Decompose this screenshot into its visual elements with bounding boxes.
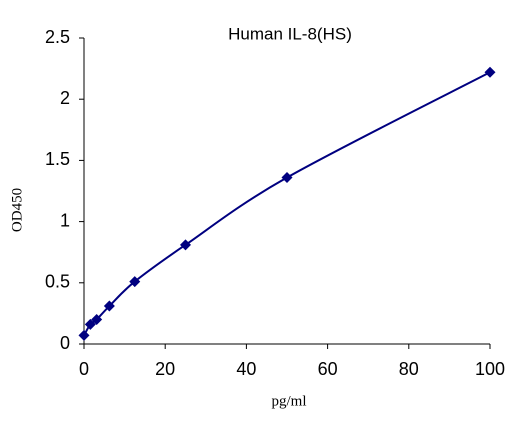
- y-tick-label: 2: [60, 88, 70, 108]
- x-tick-label: 60: [318, 359, 338, 379]
- y-tick-label: 0: [60, 333, 70, 353]
- x-axis-label: pg/ml: [271, 393, 306, 409]
- data-point: [129, 276, 141, 288]
- x-tick-label: 80: [399, 359, 419, 379]
- data-point: [484, 66, 496, 78]
- fit-line: [83, 71, 491, 336]
- chart-title: Human IL-8(HS): [228, 24, 352, 43]
- y-tick-label: 1.5: [45, 149, 70, 169]
- x-tick-label: 40: [236, 359, 256, 379]
- data-point: [84, 318, 96, 330]
- x-tick-label: 100: [475, 359, 505, 379]
- y-tick-label: 0.5: [45, 272, 70, 292]
- y-axis-label: OD450: [9, 188, 25, 232]
- data-point: [91, 314, 103, 326]
- data-point: [281, 172, 293, 184]
- y-tick-label: 1: [60, 210, 70, 230]
- y-tick-label: 2.5: [45, 27, 70, 47]
- data-point: [180, 239, 191, 251]
- data-point: [78, 329, 90, 341]
- data-point: [103, 300, 115, 312]
- x-tick-label: 0: [79, 359, 89, 379]
- x-tick-label: 20: [155, 359, 175, 379]
